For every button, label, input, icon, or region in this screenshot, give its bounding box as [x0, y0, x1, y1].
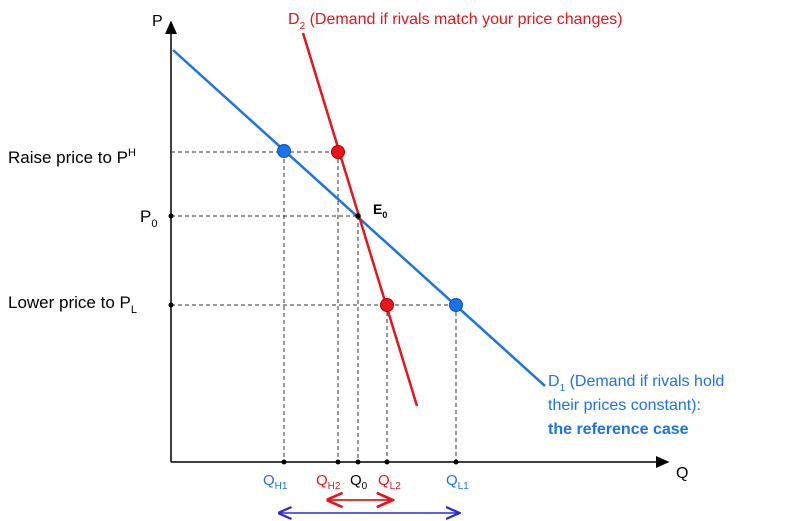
ql2-label: QL2 — [378, 472, 401, 492]
raise-price-label: Raise price to PH — [8, 147, 136, 167]
d2-curve-label: D2 (Demand if rivals match your price ch… — [288, 11, 623, 32]
tick-dot-p0 — [168, 213, 174, 219]
d1-curve-label-line3: the reference case — [548, 421, 689, 438]
d2-demand-line — [301, 32, 419, 407]
point-d2-low — [380, 298, 394, 312]
tick-dot-ql2 — [384, 459, 390, 465]
tick-dot-ql1 — [453, 459, 459, 465]
tick-dot-pl — [168, 302, 174, 308]
qh2-label: QH2 — [316, 472, 341, 492]
ql1-label: QL1 — [446, 472, 469, 492]
tick-dot-q0 — [355, 459, 361, 465]
point-d1-high — [277, 144, 291, 158]
point-d2-high — [331, 145, 345, 159]
lower-price-label: Lower price to PL — [8, 293, 137, 316]
d1-curve-label-line2: their prices constant): — [548, 397, 701, 414]
qh1-label: QH1 — [263, 472, 288, 492]
tick-dot-qh2 — [335, 459, 341, 465]
d1-curve-label-line1: D1 (Demand if rivals hold — [548, 373, 724, 394]
point-d1-low — [449, 298, 463, 312]
q0-label: Q0 — [350, 472, 368, 492]
p0-label: P0 — [140, 207, 157, 230]
x-axis-label: Q — [676, 465, 688, 482]
y-axis-label: P — [152, 13, 163, 30]
point-e0 — [355, 213, 361, 219]
e0-label: E0 — [373, 201, 387, 220]
tick-dot-qh1 — [281, 459, 287, 465]
